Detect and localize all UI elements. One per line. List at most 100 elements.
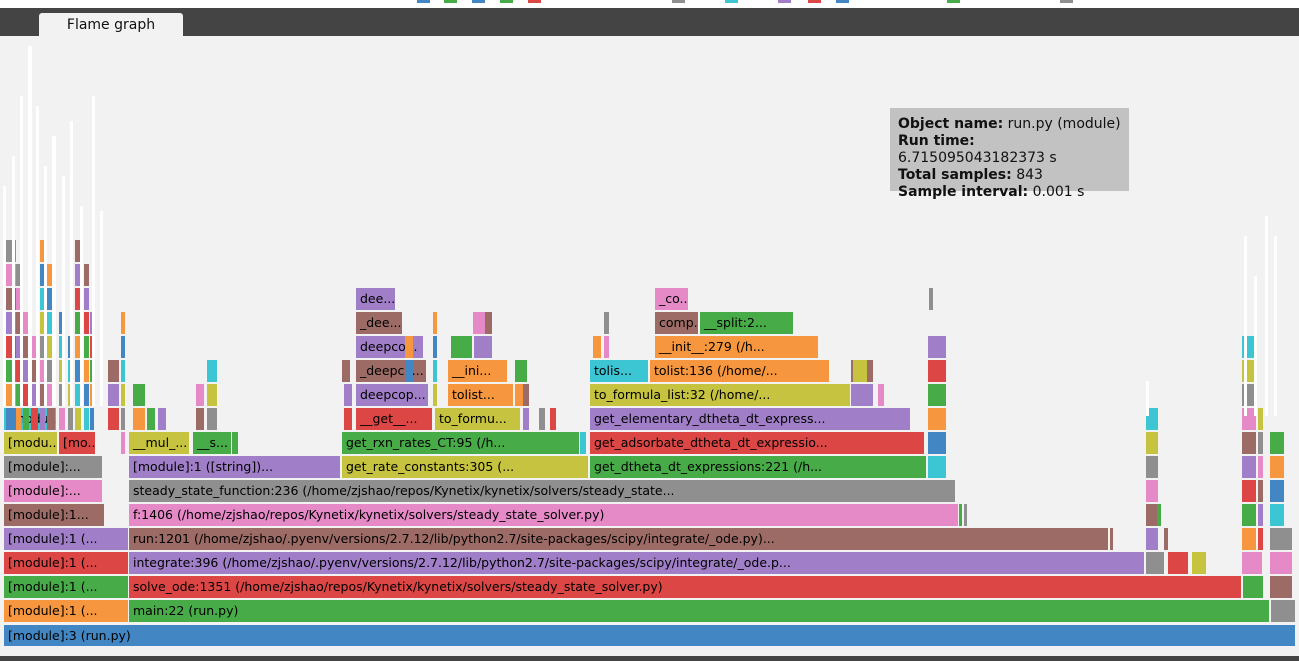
stack-frame[interactable] (28, 46, 32, 406)
stack-frame[interactable] (47, 408, 55, 430)
stack-frame[interactable] (16, 288, 21, 310)
stack-frame[interactable] (40, 384, 45, 406)
stack-frame[interactable] (550, 408, 556, 430)
stack-frame[interactable] (40, 408, 45, 430)
stack-frame[interactable] (433, 360, 437, 382)
stack-frame[interactable] (36, 106, 39, 406)
stack-frame[interactable] (344, 408, 352, 430)
stack-frame[interactable] (75, 360, 81, 382)
stack-frame[interactable] (1146, 504, 1158, 526)
frame-compile[interactable]: comp... (655, 312, 698, 334)
frame-compile-top[interactable]: _co... (655, 288, 688, 310)
stack-frame[interactable] (62, 176, 65, 406)
stack-frame[interactable] (1146, 408, 1158, 430)
stack-frame[interactable] (75, 240, 81, 262)
stack-frame[interactable] (121, 312, 125, 334)
frame-get-adsorbate-dtheta-dt[interactable]: get_adsorbate_dtheta_dt_expressio... (590, 432, 924, 454)
stack-frame[interactable] (92, 96, 95, 406)
stack-frame[interactable] (6, 288, 16, 310)
stack-frame[interactable] (70, 121, 73, 406)
stack-frame[interactable] (121, 384, 125, 406)
stack-frame[interactable] (474, 336, 492, 358)
frame[interactable]: [module]:1 (... (4, 600, 128, 622)
stack-frame[interactable] (121, 336, 125, 358)
stack-frame[interactable] (207, 360, 217, 382)
stack-frame[interactable] (1242, 480, 1256, 502)
stack-frame[interactable] (31, 336, 38, 358)
stack-frame[interactable] (523, 408, 529, 430)
stack-frame[interactable] (59, 408, 65, 430)
stack-frame[interactable] (405, 336, 413, 358)
stack-frame[interactable] (75, 264, 81, 286)
stack-frame[interactable] (31, 384, 38, 406)
stack-frame[interactable] (232, 432, 238, 454)
stack-frame[interactable] (1258, 456, 1263, 478)
stack-frame[interactable] (928, 360, 946, 382)
stack-frame[interactable] (40, 312, 45, 334)
stack-frame[interactable] (928, 432, 946, 454)
stack-frame[interactable] (1168, 552, 1188, 574)
toolbar-swatch[interactable] (947, 0, 960, 3)
frame[interactable]: [modu... (4, 432, 57, 454)
stack-frame[interactable] (40, 240, 45, 262)
stack-frame[interactable] (6, 264, 16, 286)
frame[interactable]: [module]:1 (... (4, 528, 128, 550)
frame-main[interactable]: main:22 (run.py) (129, 600, 1269, 622)
frame-steady-state-function[interactable]: steady_state_function:236 (/home/zjshao/… (129, 480, 955, 502)
stack-frame[interactable] (23, 312, 29, 334)
stack-frame[interactable] (515, 360, 527, 382)
stack-frame[interactable] (1258, 528, 1263, 550)
stack-frame[interactable] (3, 186, 6, 406)
frame[interactable]: [module]:1... (4, 504, 104, 526)
stack-frame[interactable] (133, 408, 145, 430)
stack-frame[interactable] (1254, 276, 1257, 416)
stack-frame[interactable] (929, 288, 933, 310)
stack-frame[interactable] (47, 288, 55, 310)
tab-flame-graph[interactable]: Flame graph (39, 13, 183, 36)
frame-deepcopy-short[interactable]: _dee... (356, 312, 402, 334)
stack-frame[interactable] (16, 384, 21, 406)
frame[interactable]: __s... (193, 432, 231, 454)
frame-f[interactable]: f:1406 (/home/zjshao/repos/Kynetix/kynet… (129, 504, 958, 526)
stack-frame[interactable] (75, 384, 81, 406)
stack-frame[interactable] (878, 384, 884, 406)
stack-frame[interactable] (207, 408, 217, 430)
stack-frame[interactable] (539, 408, 545, 430)
frame[interactable]: [module]:1 (... (4, 576, 128, 598)
stack-frame[interactable] (40, 336, 45, 358)
stack-frame[interactable] (207, 384, 217, 406)
stack-frame[interactable] (40, 288, 45, 310)
stack-frame[interactable] (1157, 504, 1161, 526)
stack-frame[interactable] (100, 211, 103, 406)
stack-frame[interactable] (47, 384, 55, 406)
stack-frame[interactable] (47, 264, 55, 286)
frame-run[interactable]: run:1201 (/home/zjshao/.pyenv/versions/2… (129, 528, 1108, 550)
frame-integrate[interactable]: integrate:396 (/home/zjshao/.pyenv/versi… (129, 552, 1144, 574)
stack-frame[interactable] (604, 336, 609, 358)
stack-frame[interactable] (1243, 576, 1263, 598)
stack-frame[interactable] (6, 312, 16, 334)
stack-frame[interactable] (23, 360, 29, 382)
stack-frame[interactable] (1270, 432, 1284, 454)
stack-frame[interactable] (47, 312, 55, 334)
stack-frame[interactable] (75, 288, 81, 310)
stack-frame[interactable] (196, 384, 204, 406)
stack-frame[interactable] (75, 312, 81, 334)
stack-frame[interactable] (928, 408, 946, 430)
frame-module-string[interactable]: [module]:1 ([string])... (129, 456, 340, 478)
frame[interactable]: [module]:1 (... (4, 552, 128, 574)
stack-frame[interactable] (1258, 432, 1263, 454)
stack-frame[interactable] (6, 336, 16, 358)
stack-frame[interactable] (1242, 504, 1256, 526)
stack-frame[interactable] (1258, 480, 1263, 502)
frame-get[interactable]: __get__... (356, 408, 432, 430)
stack-frame[interactable] (84, 312, 89, 334)
stack-frame[interactable] (84, 288, 89, 310)
stack-frame[interactable] (108, 384, 119, 406)
stack-frame[interactable] (90, 408, 94, 430)
stack-frame[interactable] (604, 312, 609, 334)
stack-frame[interactable] (593, 336, 601, 358)
stack-frame[interactable] (1242, 552, 1262, 574)
stack-frame[interactable] (16, 360, 21, 382)
stack-frame[interactable] (1270, 456, 1284, 478)
